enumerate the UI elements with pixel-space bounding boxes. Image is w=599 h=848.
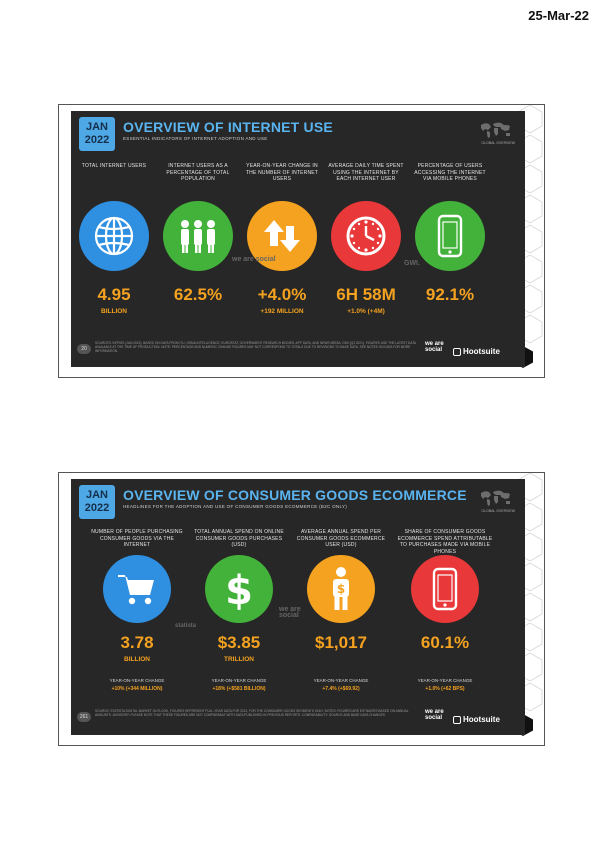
svg-text:$: $ [337, 582, 345, 596]
hootsuite-logo: Hootsuite [453, 347, 500, 356]
clock-icon [331, 201, 401, 271]
metric-online-purchasers: NUMBER OF PEOPLE PURCHASING CONSUMER GOO… [89, 529, 185, 699]
yoy-value: +7.4% (+$69.92) [322, 686, 360, 692]
phone-icon [411, 555, 479, 623]
metric-value: 60.1% [420, 633, 470, 652]
metric-label: INTERNET USERS AS A PERCENTAGE OF TOTAL … [166, 163, 230, 182]
watermark-we-are-social: we are social [232, 256, 276, 263]
metric-label: SHARE OF CONSUMER GOODS ECOMMERCE SPEND … [397, 529, 493, 555]
metric-mobile-access: PERCENTAGE OF USERS ACCESSING THE INTERN… [410, 163, 490, 333]
watermark-we-are-social: we are social [279, 606, 301, 619]
slide-frame-2: JAN 2022 OVERVIEW OF CONSUMER GOODS ECOM… [58, 472, 545, 746]
hootsuite-logo: Hootsuite [453, 715, 500, 724]
svg-text:$: $ [225, 568, 253, 611]
arrows-icon [247, 201, 317, 271]
metric-daily-time: AVERAGE DAILY TIME SPENT USING THE INTER… [326, 163, 406, 333]
yoy-label: YEAR-ON-YEAR CHANGE [109, 678, 165, 683]
page-number: 20 [77, 344, 91, 354]
person-dollar-icon: $ [307, 555, 375, 623]
yoy-value: +1.0% (+62 BPS) [425, 686, 465, 692]
world-map-icon [481, 490, 510, 506]
owl-icon [453, 347, 461, 356]
metric-sub: BILLION [101, 308, 127, 315]
phone-icon [415, 201, 485, 271]
metric-mobile-share: SHARE OF CONSUMER GOODS ECOMMERCE SPEND … [395, 529, 495, 699]
metric-user-percentage: INTERNET USERS AS A PERCENTAGE OF TOTAL … [158, 163, 238, 333]
metric-value: 6H 58M [336, 285, 396, 304]
metric-yoy-change: YEAR-ON-YEAR CHANGE IN THE NUMBER OF INT… [242, 163, 322, 333]
page-number: 261 [77, 712, 91, 722]
watermark-statista: statista [175, 623, 197, 629]
yoy-label: YEAR-ON-YEAR CHANGE [313, 678, 369, 683]
metric-label: NUMBER OF PEOPLE PURCHASING CONSUMER GOO… [91, 529, 183, 548]
date-badge: JAN 2022 [79, 485, 115, 519]
metric-sub: +192 MILLION [260, 308, 304, 315]
footnote: SOURCE: STATISTA DIGITAL MARKET OUTLOOK,… [95, 709, 409, 718]
badge-year: 2022 [84, 502, 110, 514]
badge-month: JAN [85, 121, 108, 133]
we-are-social-logo: we are social [425, 341, 444, 353]
dollar-icon: $ [205, 555, 273, 623]
metric-sub: +1.0% (+4M) [347, 308, 385, 315]
metric-label: PERCENTAGE OF USERS ACCESSING THE INTERN… [414, 163, 486, 182]
people-icon [163, 201, 233, 271]
slide-subtitle: HEADLINES FOR THE ADOPTION AND USE OF CO… [123, 504, 348, 509]
metric-label: AVERAGE DAILY TIME SPENT USING THE INTER… [328, 163, 404, 182]
date-badge: JAN 2022 [79, 117, 115, 151]
slide-consumer-ecommerce: JAN 2022 OVERVIEW OF CONSUMER GOODS ECOM… [71, 479, 525, 735]
metric-value: 3.78 [120, 633, 154, 652]
footnote: SOURCES: KEPIOS (JAN 2022), BASED ON DAT… [95, 341, 416, 354]
yoy-label: YEAR-ON-YEAR CHANGE [417, 678, 473, 683]
metric-value: 4.95 [97, 285, 131, 304]
metric-label: TOTAL ANNUAL SPEND ON ONLINE CONSUMER GO… [194, 529, 284, 548]
metric-value: +4.0% [257, 285, 307, 304]
badge-month: JAN [85, 489, 108, 501]
slide-title: OVERVIEW OF CONSUMER GOODS ECOMMERCE [123, 487, 467, 503]
metric-label: TOTAL INTERNET USERS [81, 163, 147, 169]
metric-sub: TRILLION [224, 656, 254, 663]
we-are-social-logo: we are social [425, 709, 444, 721]
metric-value: $1,017 [315, 633, 367, 652]
watermark-gwi: GWI. [404, 260, 420, 267]
metric-annual-spend: TOTAL ANNUAL SPEND ON ONLINE CONSUMER GO… [191, 529, 287, 699]
map-label: GLOBAL OVERVIEW [481, 141, 515, 145]
yoy-value: +18% (+$581 BILLION) [212, 686, 266, 692]
metric-value: 92.1% [425, 285, 475, 304]
metric-spend-per-user: AVERAGE ANNUAL SPEND PER CONSUMER GOODS … [293, 529, 389, 699]
metric-sub: BILLION [124, 656, 150, 663]
slide-frame-1: JAN 2022 OVERVIEW OF INTERNET USE ESSENT… [58, 104, 545, 378]
slide-title: OVERVIEW OF INTERNET USE [123, 119, 333, 135]
map-label: GLOBAL OVERVIEW [481, 509, 515, 513]
world-map-icon [481, 122, 510, 138]
slide-subtitle: ESSENTIAL INDICATORS OF INTERNET ADOPTIO… [123, 136, 268, 141]
metric-value: 62.5% [173, 285, 223, 304]
slide-internet-use: JAN 2022 OVERVIEW OF INTERNET USE ESSENT… [71, 111, 525, 367]
yoy-label: YEAR-ON-YEAR CHANGE [211, 678, 267, 683]
metric-value: $3.85 [217, 633, 261, 652]
badge-year: 2022 [84, 134, 110, 146]
hootsuite-label: Hootsuite [463, 347, 500, 356]
date-label: 25-Mar-22 [528, 8, 589, 23]
globe-icon [79, 201, 149, 271]
cart-icon [103, 555, 171, 623]
metric-label: AVERAGE ANNUAL SPEND PER CONSUMER GOODS … [296, 529, 386, 548]
metric-label: YEAR-ON-YEAR CHANGE IN THE NUMBER OF INT… [245, 163, 319, 182]
hootsuite-label: Hootsuite [463, 715, 500, 724]
owl-icon [453, 715, 461, 724]
hexagon-pattern-icon [517, 105, 543, 344]
yoy-value: +10% (+344 MILLION) [111, 686, 163, 692]
metric-total-users: TOTAL INTERNET USERS 4.95 BILLION [74, 163, 154, 333]
